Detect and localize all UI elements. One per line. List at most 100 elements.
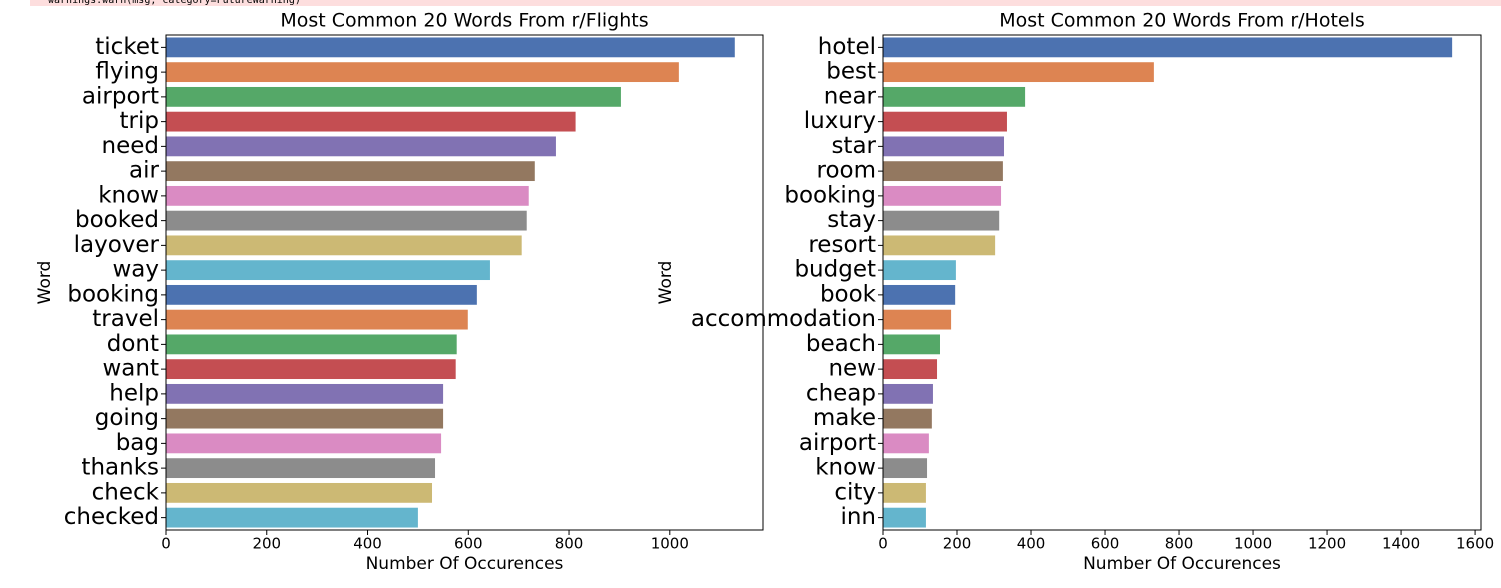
y-tick-label: airport <box>799 430 876 456</box>
y-tick-label: ticket <box>95 34 159 60</box>
y-tick-label: checked <box>64 504 159 530</box>
bar <box>883 62 1154 83</box>
chart-title: Most Common 20 Words From r/Hotels <box>999 10 1365 32</box>
bar <box>166 37 735 58</box>
x-tick-label: 1200 <box>1308 535 1346 553</box>
y-tick-label: help <box>109 380 159 406</box>
x-tick-label: 800 <box>1165 535 1194 553</box>
bar <box>883 383 933 404</box>
y-tick-label: resort <box>808 232 876 258</box>
bar <box>166 111 576 132</box>
y-tick-label: booking <box>67 281 159 307</box>
x-tick-label: 200 <box>943 535 972 553</box>
y-tick-label: stay <box>827 207 876 233</box>
plot-frame <box>882 34 1482 531</box>
bar <box>883 260 956 281</box>
bar <box>166 433 442 454</box>
x-tick-label: 600 <box>1091 535 1120 553</box>
bar <box>166 408 444 429</box>
y-tick-label: air <box>129 158 159 184</box>
bar <box>883 210 1000 231</box>
bar <box>883 235 996 256</box>
y-tick-label: going <box>95 405 159 431</box>
bar <box>166 334 457 355</box>
y-tick-label: book <box>820 281 877 307</box>
bar <box>166 482 433 503</box>
bar <box>166 62 679 83</box>
x-tick-label: 400 <box>353 535 382 553</box>
bar <box>883 161 1003 182</box>
y-tick-label: layover <box>74 232 160 258</box>
y-axis-label: Word <box>35 261 55 305</box>
y-tick-label: way <box>112 257 159 283</box>
bar <box>883 433 929 454</box>
y-tick-label: dont <box>107 331 159 357</box>
chart-title: Most Common 20 Words From r/Flights <box>280 10 648 32</box>
bar <box>883 458 928 479</box>
x-tick-label: 1600 <box>1456 535 1494 553</box>
y-tick-label: booked <box>75 207 159 233</box>
bar <box>166 458 436 479</box>
x-tick-label: 0 <box>878 535 888 553</box>
x-tick-label: 0 <box>161 535 171 553</box>
y-tick-label: check <box>92 479 160 505</box>
y-tick-label: make <box>813 405 876 431</box>
bar <box>883 136 1005 157</box>
x-tick-label: 600 <box>454 535 483 553</box>
bar <box>166 284 477 305</box>
y-tick-label: booking <box>784 182 876 208</box>
bar <box>166 161 535 182</box>
bar <box>166 235 522 256</box>
y-tick-label: trip <box>120 108 159 134</box>
x-tick-label: 400 <box>1017 535 1046 553</box>
y-tick-label: city <box>834 479 876 505</box>
bar <box>883 86 1026 107</box>
y-tick-label: want <box>102 356 159 382</box>
x-tick-label: 1400 <box>1382 535 1420 553</box>
bar <box>166 185 529 206</box>
bar <box>883 334 940 355</box>
y-tick-label: inn <box>840 504 876 530</box>
y-tick-label: flying <box>95 59 159 85</box>
y-tick-label: thanks <box>81 455 159 481</box>
bar <box>883 309 952 330</box>
bar <box>166 86 621 107</box>
y-tick-label: need <box>102 133 159 159</box>
bar <box>883 111 1007 132</box>
y-tick-label: hotel <box>818 34 876 60</box>
bar <box>883 482 926 503</box>
plot-frame <box>165 34 764 531</box>
y-tick-label: near <box>824 83 877 109</box>
y-tick-label: know <box>98 182 159 208</box>
bar <box>166 136 556 157</box>
x-tick-label: 800 <box>555 535 584 553</box>
y-tick-label: star <box>831 133 876 159</box>
bar <box>166 309 468 330</box>
x-axis-label: Number Of Occurences <box>1083 554 1281 574</box>
y-tick-label: travel <box>92 306 159 332</box>
y-tick-label: accommodation <box>691 306 876 332</box>
x-tick-label: 200 <box>252 535 281 553</box>
x-tick-label: 1000 <box>1234 535 1272 553</box>
y-tick-label: luxury <box>804 108 876 134</box>
bar <box>883 408 932 429</box>
y-tick-label: beach <box>806 331 876 357</box>
bar <box>166 210 527 231</box>
bar <box>883 284 956 305</box>
bar <box>166 507 418 528</box>
bar <box>166 359 456 380</box>
bar <box>166 260 490 281</box>
warning-text: warnings.warn(msg, category=FutureWarnin… <box>48 0 301 6</box>
y-tick-label: airport <box>82 83 159 109</box>
y-tick-label: know <box>815 455 876 481</box>
warning-strip <box>30 0 1501 6</box>
y-tick-label: room <box>817 158 877 184</box>
x-axis-label: Number Of Occurences <box>366 554 564 574</box>
bar <box>883 185 1002 206</box>
bar <box>166 383 444 404</box>
y-tick-label: cheap <box>806 380 876 406</box>
bar <box>883 507 926 528</box>
y-tick-label: budget <box>794 257 876 283</box>
